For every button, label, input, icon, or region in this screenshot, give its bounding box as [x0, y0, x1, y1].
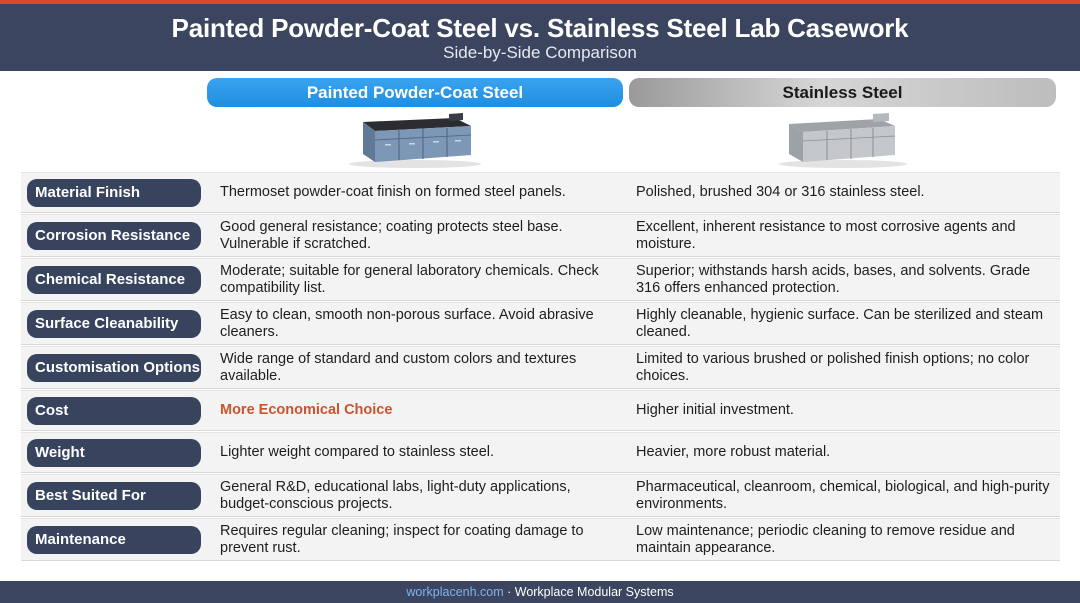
row-label: Best Suited For — [27, 482, 201, 510]
powder-coat-casework-image — [349, 113, 481, 168]
table-row: Corrosion Resistance Good general resist… — [21, 214, 1060, 257]
footer-site-link[interactable]: workplacenh.com — [406, 585, 504, 599]
row-label: Weight — [27, 439, 201, 467]
table-row: Chemical Resistance Moderate; suitable f… — [21, 258, 1060, 301]
row-label: Surface Cleanability — [27, 310, 201, 338]
powder-cell: Wide range of standard and custom colors… — [220, 351, 577, 384]
table-row: Best Suited For General R&D, educational… — [21, 474, 1060, 517]
powder-cell: Requires regular cleaning; inspect for c… — [220, 523, 584, 556]
powder-cell: Lighter weight compared to stainless ste… — [220, 444, 495, 460]
table-row: Weight Lighter weight compared to stainl… — [21, 432, 1060, 473]
row-label: Corrosion Resistance — [27, 222, 201, 250]
page-subtitle: Side-by-Side Comparison — [443, 43, 637, 62]
page-title: Painted Powder-Coat Steel vs. Stainless … — [171, 13, 909, 43]
table-row: Cost More Economical Choice Higher initi… — [21, 390, 1060, 431]
stainless-cell: Low maintenance; periodic cleaning to re… — [636, 523, 1015, 556]
row-label: Chemical Resistance — [27, 266, 201, 294]
stainless-cell: Highly cleanable, hygienic surface. Can … — [636, 307, 1044, 340]
column-header-stainless: Stainless Steel — [629, 78, 1056, 107]
page-footer: workplacenh.com · Workplace Modular Syst… — [0, 581, 1080, 603]
row-label: Cost — [27, 397, 201, 425]
stainless-cell: Limited to various brushed or polished f… — [636, 351, 1030, 384]
column-header-powder-coat: Painted Powder-Coat Steel — [207, 78, 623, 107]
row-label: Maintenance — [27, 526, 201, 554]
row-label: Customisation Options — [27, 354, 201, 382]
powder-cell: General R&D, educational labs, light-dut… — [220, 479, 571, 512]
table-row: Material Finish Thermoset powder-coat fi… — [21, 172, 1060, 213]
powder-cell: Good general resistance; coating protect… — [220, 219, 563, 252]
stainless-cell: Pharmaceutical, cleanroom, chemical, bio… — [636, 479, 1050, 512]
powder-cell-cost-highlight: More Economical Choice — [220, 402, 393, 418]
table-row: Surface Cleanability Easy to clean, smoo… — [21, 302, 1060, 345]
stainless-cell: Superior; withstands harsh acids, bases,… — [636, 263, 1031, 296]
row-label: Material Finish — [27, 179, 201, 207]
stainless-cell: Heavier, more robust material. — [636, 444, 831, 460]
footer-separator: · — [503, 585, 515, 599]
powder-cell: Thermoset powder-coat finish on formed s… — [220, 184, 566, 200]
table-row: Maintenance Requires regular cleaning; i… — [21, 518, 1060, 561]
stainless-cell: Polished, brushed 304 or 316 stainless s… — [636, 184, 925, 200]
footer-company: Workplace Modular Systems — [514, 585, 674, 599]
page-header: Painted Powder-Coat Steel vs. Stainless … — [0, 0, 1080, 71]
table-row: Customisation Options Wide range of stan… — [21, 346, 1060, 389]
stainless-casework-image — [779, 113, 907, 168]
stainless-cell: Higher initial investment. — [636, 402, 794, 418]
powder-cell: Moderate; suitable for general laborator… — [220, 263, 599, 296]
powder-cell: Easy to clean, smooth non-porous surface… — [220, 307, 594, 340]
stainless-cell: Excellent, inherent resistance to most c… — [636, 219, 1016, 252]
